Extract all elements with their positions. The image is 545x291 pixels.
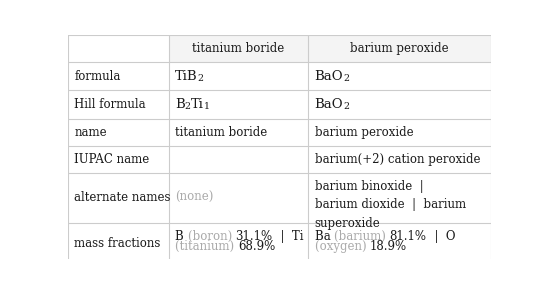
Text: IUPAC name: IUPAC name [74, 153, 149, 166]
Text: BaO: BaO [314, 98, 343, 111]
Text: B: B [175, 230, 187, 243]
Text: alternate names: alternate names [74, 191, 171, 204]
Text: titanium boride: titanium boride [192, 42, 284, 55]
Bar [169, 35, 308, 62]
Text: 68.9%: 68.9% [238, 240, 275, 253]
Text: name: name [74, 126, 107, 139]
Text: Ti: Ti [191, 98, 204, 111]
Text: 81.1%: 81.1% [390, 230, 427, 243]
Text: (titanium): (titanium) [175, 240, 238, 253]
Text: TiB: TiB [175, 70, 198, 83]
Text: mass fractions: mass fractions [74, 237, 161, 251]
Text: (none): (none) [175, 191, 214, 204]
Text: BaO: BaO [314, 70, 343, 83]
Text: titanium boride: titanium boride [175, 126, 268, 139]
Text: barium peroxide: barium peroxide [314, 126, 413, 139]
Bar [308, 35, 490, 62]
Text: 2: 2 [343, 74, 349, 83]
Text: 31.1%: 31.1% [235, 230, 272, 243]
Text: 2: 2 [185, 102, 191, 111]
Text: (boron): (boron) [187, 230, 235, 243]
Text: |  Ti: | Ti [272, 230, 303, 243]
Text: Hill formula: Hill formula [74, 98, 146, 111]
Text: 2: 2 [198, 74, 204, 83]
Text: 1: 1 [204, 102, 210, 111]
Text: (barium): (barium) [334, 230, 390, 243]
Text: Ba: Ba [314, 230, 334, 243]
Text: barium binoxide  |
barium dioxide  |  barium
superoxide: barium binoxide | barium dioxide | bariu… [314, 180, 465, 230]
Text: (oxygen): (oxygen) [314, 240, 370, 253]
Text: formula: formula [74, 70, 120, 83]
Text: barium(+2) cation peroxide: barium(+2) cation peroxide [314, 153, 480, 166]
Text: barium peroxide: barium peroxide [350, 42, 449, 55]
Text: 2: 2 [343, 102, 349, 111]
Text: B: B [175, 98, 185, 111]
Text: |  O: | O [427, 230, 455, 243]
Text: 18.9%: 18.9% [370, 240, 407, 253]
